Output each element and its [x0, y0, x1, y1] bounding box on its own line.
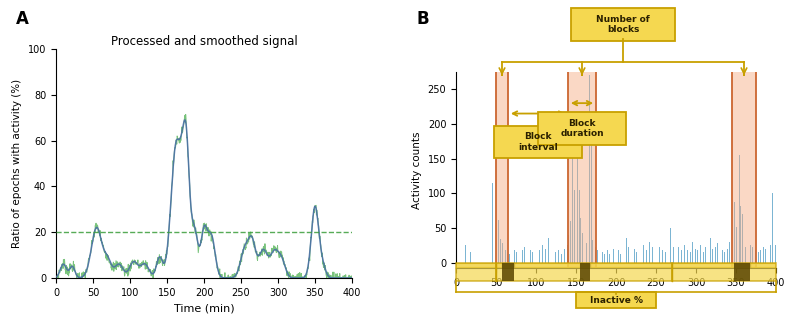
Text: B: B — [416, 10, 429, 28]
Y-axis label: Ratio of epochs with activity (%): Ratio of epochs with activity (%) — [12, 79, 22, 248]
Bar — [590, 134, 591, 263]
Bar — [578, 190, 579, 263]
Bar — [618, 250, 619, 263]
Bar — [496, 72, 508, 268]
Bar — [675, 250, 677, 263]
Bar — [502, 263, 514, 268]
Bar — [522, 250, 523, 263]
Bar — [626, 238, 627, 263]
Bar — [774, 245, 775, 263]
Text: Block
interval: Block interval — [518, 132, 558, 152]
Bar — [514, 250, 515, 263]
Bar — [592, 240, 593, 263]
Bar — [623, 188, 624, 263]
Bar — [702, 252, 704, 263]
Bar — [732, 72, 756, 268]
Bar — [606, 250, 608, 263]
Bar — [692, 242, 693, 263]
Text: A: A — [16, 10, 29, 28]
Bar — [459, 251, 461, 263]
Bar — [498, 220, 499, 263]
Bar — [580, 263, 590, 268]
Bar — [736, 227, 738, 263]
Y-axis label: Activity counts: Activity counts — [412, 131, 422, 209]
Bar — [615, 252, 616, 263]
Bar — [456, 263, 776, 267]
Bar — [577, 138, 578, 263]
X-axis label: Time (min): Time (min) — [586, 293, 646, 303]
Bar — [734, 263, 750, 268]
Bar — [722, 250, 723, 263]
Bar — [475, 249, 477, 263]
Bar — [561, 254, 562, 263]
Bar — [509, 254, 510, 263]
Bar — [519, 249, 520, 263]
Bar — [639, 247, 640, 263]
Bar — [492, 183, 493, 263]
Bar — [479, 254, 480, 263]
Bar — [712, 249, 714, 263]
X-axis label: Time (min): Time (min) — [174, 303, 234, 313]
Text: Inactive %: Inactive % — [590, 296, 642, 305]
Bar — [747, 193, 749, 263]
Bar — [527, 245, 528, 263]
Text: Number of
blocks: Number of blocks — [596, 15, 650, 34]
Bar — [545, 249, 546, 263]
Bar — [631, 232, 632, 263]
Bar — [667, 193, 669, 263]
Bar — [568, 72, 596, 268]
Bar — [594, 247, 595, 263]
Bar — [507, 252, 509, 263]
Bar — [465, 245, 466, 263]
Bar — [551, 247, 552, 263]
Bar — [694, 249, 695, 263]
Bar — [566, 245, 567, 263]
Bar — [535, 247, 536, 263]
Bar — [495, 201, 496, 263]
Bar — [686, 250, 687, 263]
Bar — [634, 249, 635, 263]
Text: Block
duration: Block duration — [560, 119, 604, 138]
Bar — [530, 250, 531, 263]
Title: Processed and smoothed signal: Processed and smoothed signal — [110, 35, 298, 48]
